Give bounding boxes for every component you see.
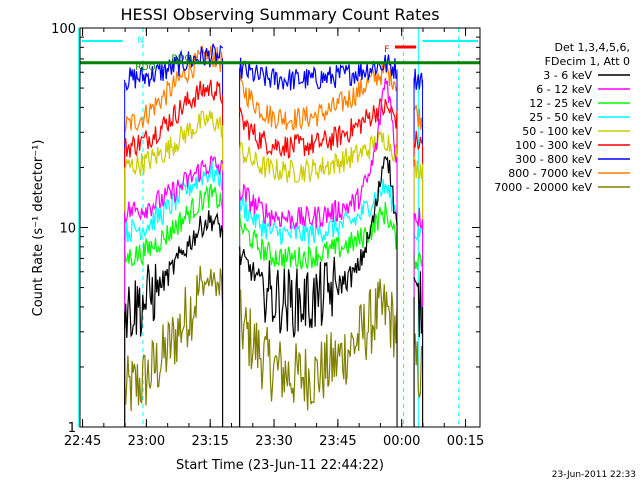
series-line-segment	[124, 45, 224, 133]
series-line-segment	[239, 77, 398, 231]
plot-area: N RDO RDO F	[78, 28, 480, 427]
series-line-segment	[413, 271, 424, 338]
series-line-segment	[239, 54, 398, 91]
legend-entry-label: 300 - 800 keV	[515, 153, 592, 166]
series-line-segment	[239, 278, 398, 411]
x-tick-label: 00:15	[447, 434, 484, 449]
axes: 22:45 23:00 23:15 23:30 23:45 00:00 00:15 1 10 10…	[51, 22, 484, 449]
series-line-segment	[413, 130, 423, 150]
series-line-segment	[239, 178, 398, 246]
x-tick-label: 23:15	[191, 434, 228, 449]
series-line-segment	[413, 104, 424, 133]
series-line-segment	[124, 183, 224, 268]
series-line-segment	[413, 333, 424, 398]
legend-entry-label: 25 - 50 keV	[529, 111, 592, 124]
series-line-segment	[239, 97, 398, 159]
series-line-segment	[239, 130, 398, 183]
series-line-segment	[413, 207, 424, 229]
legend-entry-label: 50 - 100 keV	[522, 125, 592, 138]
legend: Det 1,3,4,5,6,FDecim 1, Att 03 - 6 keV6 …	[494, 41, 630, 194]
x-tick-label: 22:45	[64, 434, 101, 449]
annotation-marker-0: N	[137, 36, 144, 46]
legend-entry-label: 6 - 12 keV	[536, 83, 592, 96]
series-line-segment	[413, 156, 424, 180]
annotation-marker-2: RDO	[171, 54, 191, 64]
series-line-segment	[413, 68, 424, 90]
legend-entry-label: 7000 - 20000 keV	[494, 181, 592, 194]
series-line-segment	[124, 210, 224, 338]
chart-title: HESSI Observing Summary Count Rates	[120, 5, 439, 24]
series-line-segment	[124, 155, 224, 224]
y-axis-label: Count Rate (s⁻¹ detector⁻¹)	[31, 140, 46, 317]
series-3-6kev	[124, 156, 424, 427]
x-axis-label: Start Time (23-Jun-11 22:44:22)	[176, 458, 384, 473]
series-line-segment	[124, 79, 224, 158]
legend-entry-label: 12 - 25 keV	[529, 97, 592, 110]
legend-entry-label: 800 - 7000 keV	[508, 167, 592, 180]
series-line-segment	[124, 110, 224, 176]
annotation-marker-1: RDO	[135, 63, 155, 73]
legend-entry-label: 3 - 6 keV	[543, 69, 592, 82]
legend-header-line: FDecim 1, Att 0	[545, 55, 630, 68]
x-tick-label: 23:45	[319, 434, 356, 449]
series-line-segment	[239, 156, 398, 338]
series-line-segment	[239, 62, 398, 131]
x-tick-label: 00:00	[383, 434, 420, 449]
series-line-segment	[124, 265, 224, 412]
y-tick-label: 1	[68, 421, 76, 436]
x-tick-label: 23:30	[255, 434, 292, 449]
series-line-segment	[413, 251, 424, 270]
annotation-marker-3: F	[384, 45, 389, 55]
footer-timestamp: 23-Jun-2011 22:33	[552, 470, 636, 480]
series-line-segment	[124, 43, 224, 92]
legend-header-line: Det 1,3,4,5,6,	[554, 41, 630, 54]
x-tick-label: 23:00	[128, 434, 165, 449]
y-tick-label: 100	[51, 22, 76, 37]
y-tick-label: 10	[59, 222, 76, 237]
legend-entry-label: 100 - 300 keV	[515, 139, 592, 152]
